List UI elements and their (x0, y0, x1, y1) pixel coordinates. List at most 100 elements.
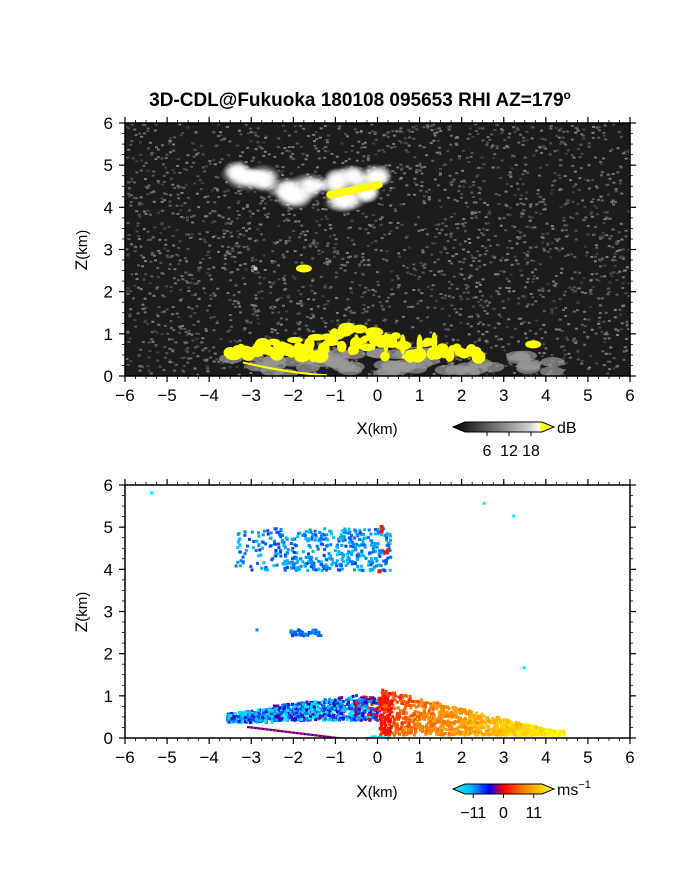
boundary-layer-echo (294, 351, 311, 363)
noise-speck (438, 232, 441, 235)
noise-speck (610, 200, 614, 203)
noise-speck (535, 149, 538, 152)
noise-speck (526, 250, 530, 253)
noise-speck (451, 255, 455, 258)
boundary-layer-velocity (373, 708, 376, 711)
boundary-layer-velocity (344, 707, 348, 711)
noise-speck (618, 182, 622, 185)
noise-speck (546, 232, 550, 235)
noise-speck (164, 243, 168, 246)
noise-speck (519, 269, 523, 272)
boundary-layer-velocity (270, 715, 274, 719)
noise-speck (361, 256, 365, 259)
noise-speck (414, 346, 418, 349)
noise-speck (196, 355, 200, 358)
noise-speck (523, 169, 527, 172)
boundary-layer-velocity (366, 713, 370, 717)
boundary-layer-velocity (388, 723, 392, 727)
noise-speck (501, 300, 505, 303)
noise-speck (130, 273, 134, 276)
noise-speck (479, 299, 483, 301)
noise-speck (348, 255, 352, 258)
noise-speck (597, 297, 601, 300)
noise-speck (523, 258, 527, 261)
noise-speck (421, 249, 425, 252)
noise-speck (223, 268, 227, 271)
noise-speck (216, 135, 220, 138)
noise-speck (198, 232, 202, 235)
mid-patch-velocity (299, 630, 303, 634)
boundary-layer-velocity (294, 716, 298, 720)
noise-speck (409, 305, 413, 308)
boundary-layer-velocity (353, 714, 357, 718)
noise-speck (485, 341, 489, 344)
noise-speck (238, 129, 241, 132)
noise-speck (146, 238, 150, 241)
noise-speck (162, 180, 166, 183)
noise-speck (472, 305, 475, 308)
boundary-layer-velocity (348, 696, 352, 700)
boundary-layer-velocity (244, 713, 248, 717)
cloud-velocity (388, 568, 392, 572)
cloud-velocity (279, 527, 283, 531)
noise-speck (300, 261, 304, 264)
noise-speck (515, 127, 519, 130)
cloud-velocity (304, 555, 308, 559)
cloud-velocity (369, 539, 373, 543)
boundary-layer-velocity (348, 712, 352, 716)
noise-speck (540, 337, 544, 340)
boundary-layer-velocity (337, 704, 341, 708)
noise-speck (253, 190, 257, 193)
noise-speck (320, 218, 324, 221)
noise-speck (566, 149, 570, 152)
boundary-layer-velocity (316, 703, 320, 707)
noise-speck (519, 231, 523, 234)
noise-speck (373, 133, 377, 135)
mid-patch-echo (253, 266, 258, 271)
noise-speck (202, 238, 206, 241)
boundary-layer-velocity (440, 705, 444, 708)
noise-speck (472, 181, 476, 183)
noise-speck (262, 238, 266, 241)
noise-speck (453, 239, 457, 241)
colorbar-tick-label: 18 (522, 443, 540, 460)
boundary-layer-velocity (335, 704, 339, 708)
noise-speck (180, 192, 184, 194)
boundary-layer-velocity (488, 731, 492, 735)
noise-speck (264, 135, 268, 138)
noise-speck (366, 157, 370, 160)
noise-speck (535, 203, 538, 206)
noise-speck (234, 244, 238, 247)
noise-speck (146, 365, 150, 368)
noise-speck (481, 233, 485, 236)
noise-speck (613, 259, 617, 262)
noise-speck (430, 124, 434, 127)
noise-speck (593, 205, 597, 208)
noise-speck (528, 246, 532, 249)
noise-speck (350, 239, 354, 242)
boundary-layer-velocity (450, 726, 454, 730)
boundary-layer-velocity (254, 718, 258, 721)
noise-speck (201, 349, 205, 352)
noise-speck (603, 264, 607, 267)
boundary-layer-velocity (470, 730, 474, 734)
noise-speck (213, 235, 217, 237)
cloud-velocity (309, 565, 313, 569)
noise-speck (149, 372, 153, 375)
noise-speck (152, 190, 156, 193)
boundary-layer-velocity (286, 703, 290, 706)
noise-speck (525, 337, 529, 339)
mid-patch-velocity (311, 629, 315, 633)
noise-speck (193, 312, 197, 315)
y-tick-label: 5 (104, 156, 113, 175)
cloud-velocity (380, 533, 383, 537)
boundary-layer-velocity (265, 717, 269, 721)
noise-speck (325, 366, 329, 369)
noise-speck (530, 216, 534, 219)
noise-speck (223, 190, 227, 193)
noise-speck (153, 129, 157, 132)
cloud-velocity (370, 541, 374, 545)
boundary-layer-echo (304, 337, 315, 351)
noise-speck (403, 300, 407, 303)
noise-speck (502, 217, 506, 220)
